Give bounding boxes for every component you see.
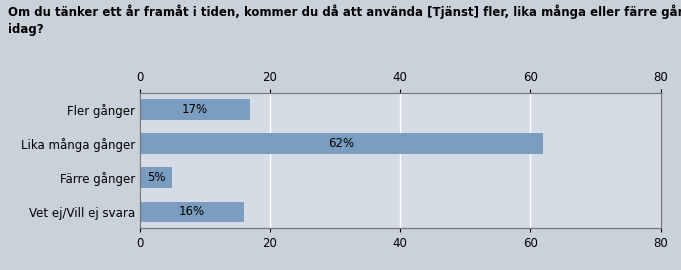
Bar [140, 99, 251, 120]
Text: Om du tänker ett år framåt i tiden, kommer du då att använda [Tjänst] fler, lika: Om du tänker ett år framåt i tiden, komm… [8, 4, 681, 36]
Text: 62%: 62% [328, 137, 355, 150]
Text: 16%: 16% [178, 205, 205, 218]
Text: 5%: 5% [146, 171, 165, 184]
Bar [140, 133, 543, 154]
Bar [140, 167, 172, 188]
Bar [140, 202, 244, 222]
Text: 17%: 17% [182, 103, 208, 116]
